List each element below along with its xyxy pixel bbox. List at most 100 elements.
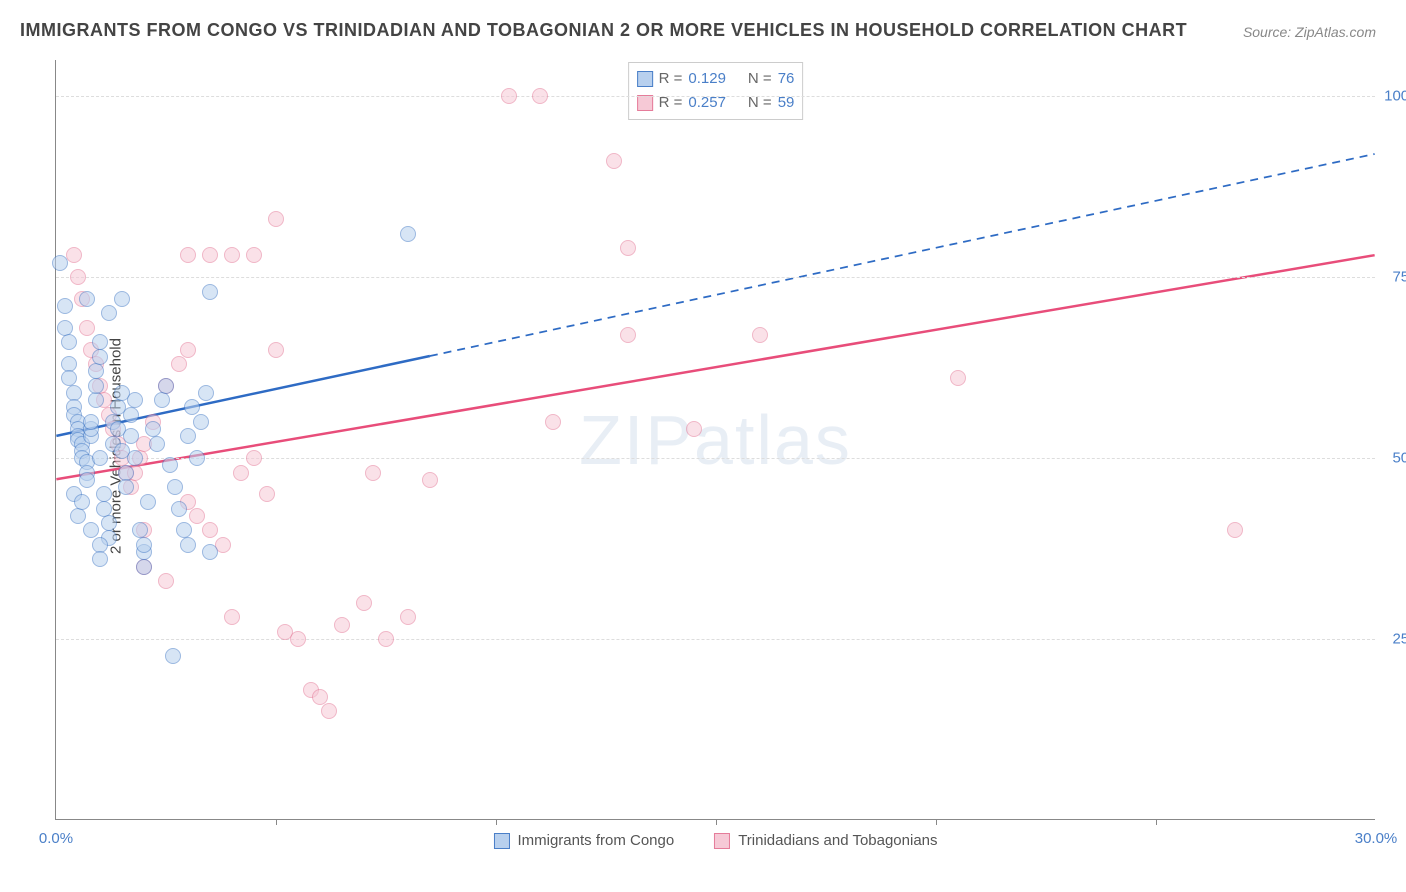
data-point — [114, 291, 130, 307]
data-point — [92, 334, 108, 350]
x-tick-label: 30.0% — [1355, 830, 1398, 847]
data-point — [365, 465, 381, 481]
data-point — [101, 305, 117, 321]
data-point — [268, 342, 284, 358]
data-point — [202, 544, 218, 560]
data-point — [158, 573, 174, 589]
legend-label: Trinidadians and Tobagonians — [738, 832, 937, 849]
data-point — [180, 342, 196, 358]
data-point — [321, 703, 337, 719]
r-label: R = — [659, 91, 683, 115]
data-point — [79, 472, 95, 488]
y-tick-label: 100.0% — [1384, 88, 1406, 105]
data-point — [83, 522, 99, 538]
data-point — [422, 472, 438, 488]
data-point — [165, 648, 181, 664]
data-point — [171, 356, 187, 372]
x-tick-minor — [496, 819, 497, 825]
data-point — [198, 385, 214, 401]
data-point — [118, 479, 134, 495]
legend-item: Immigrants from Congo — [493, 832, 674, 849]
data-point — [189, 450, 205, 466]
data-point — [127, 450, 143, 466]
legend-item: Trinidadians and Tobagonians — [714, 832, 937, 849]
stats-row: R = 0.129 N = 76 — [637, 67, 795, 91]
data-point — [378, 631, 394, 647]
data-point — [158, 378, 174, 394]
data-point — [92, 551, 108, 567]
data-point — [202, 522, 218, 538]
r-value: 0.257 — [688, 91, 726, 115]
data-point — [950, 370, 966, 386]
data-point — [70, 508, 86, 524]
n-label: N = — [748, 91, 772, 115]
data-point — [123, 407, 139, 423]
n-value: 76 — [778, 67, 795, 91]
data-point — [88, 363, 104, 379]
data-point — [400, 609, 416, 625]
data-point — [79, 291, 95, 307]
data-point — [171, 501, 187, 517]
data-point — [224, 247, 240, 263]
data-point — [74, 494, 90, 510]
stats-row: R = 0.257 N = 59 — [637, 91, 795, 115]
data-point — [92, 450, 108, 466]
data-point — [686, 421, 702, 437]
data-point — [162, 457, 178, 473]
data-point — [356, 595, 372, 611]
data-point — [545, 414, 561, 430]
data-point — [88, 378, 104, 394]
stats-legend: R = 0.129 N = 76 R = 0.257 N = 59 — [628, 62, 804, 120]
data-point — [184, 399, 200, 415]
data-point — [189, 508, 205, 524]
x-tick-minor — [1156, 819, 1157, 825]
legend-swatch — [637, 95, 653, 111]
data-point — [92, 349, 108, 365]
data-point — [70, 269, 86, 285]
data-point — [154, 392, 170, 408]
n-value: 59 — [778, 91, 795, 115]
y-tick-label: 25.0% — [1392, 631, 1406, 648]
data-point — [61, 334, 77, 350]
y-tick-label: 50.0% — [1392, 450, 1406, 467]
data-point — [136, 537, 152, 553]
legend-swatch — [493, 833, 509, 849]
y-tick-label: 75.0% — [1392, 269, 1406, 286]
x-tick-minor — [936, 819, 937, 825]
watermark: ZIPatlas — [579, 400, 852, 480]
plot-area: ZIPatlas R = 0.129 N = 76 R = 0.257 N = … — [55, 60, 1375, 820]
data-point — [620, 240, 636, 256]
data-point — [752, 327, 768, 343]
gridline — [56, 277, 1375, 278]
chart-container: IMMIGRANTS FROM CONGO VS TRINIDADIAN AND… — [0, 0, 1406, 892]
data-point — [136, 559, 152, 575]
data-point — [620, 327, 636, 343]
data-point — [149, 436, 165, 452]
chart-title: IMMIGRANTS FROM CONGO VS TRINIDADIAN AND… — [20, 20, 1187, 41]
data-point — [202, 247, 218, 263]
data-point — [532, 88, 548, 104]
source-label: Source: ZipAtlas.com — [1243, 24, 1376, 40]
data-point — [202, 284, 218, 300]
legend-swatch — [714, 833, 730, 849]
legend-swatch — [637, 71, 653, 87]
data-point — [501, 88, 517, 104]
series-legend: Immigrants from Congo Trinidadians and To… — [493, 832, 937, 849]
data-point — [140, 494, 156, 510]
r-value: 0.129 — [688, 67, 726, 91]
data-point — [127, 392, 143, 408]
data-point — [246, 247, 262, 263]
r-label: R = — [659, 67, 683, 91]
data-point — [83, 414, 99, 430]
data-point — [1227, 522, 1243, 538]
x-tick-label: 0.0% — [39, 830, 73, 847]
data-point — [193, 414, 209, 430]
data-point — [123, 428, 139, 444]
data-point — [259, 486, 275, 502]
data-point — [233, 465, 249, 481]
data-point — [224, 609, 240, 625]
data-point — [334, 617, 350, 633]
x-tick-minor — [276, 819, 277, 825]
data-point — [312, 689, 328, 705]
data-point — [167, 479, 183, 495]
